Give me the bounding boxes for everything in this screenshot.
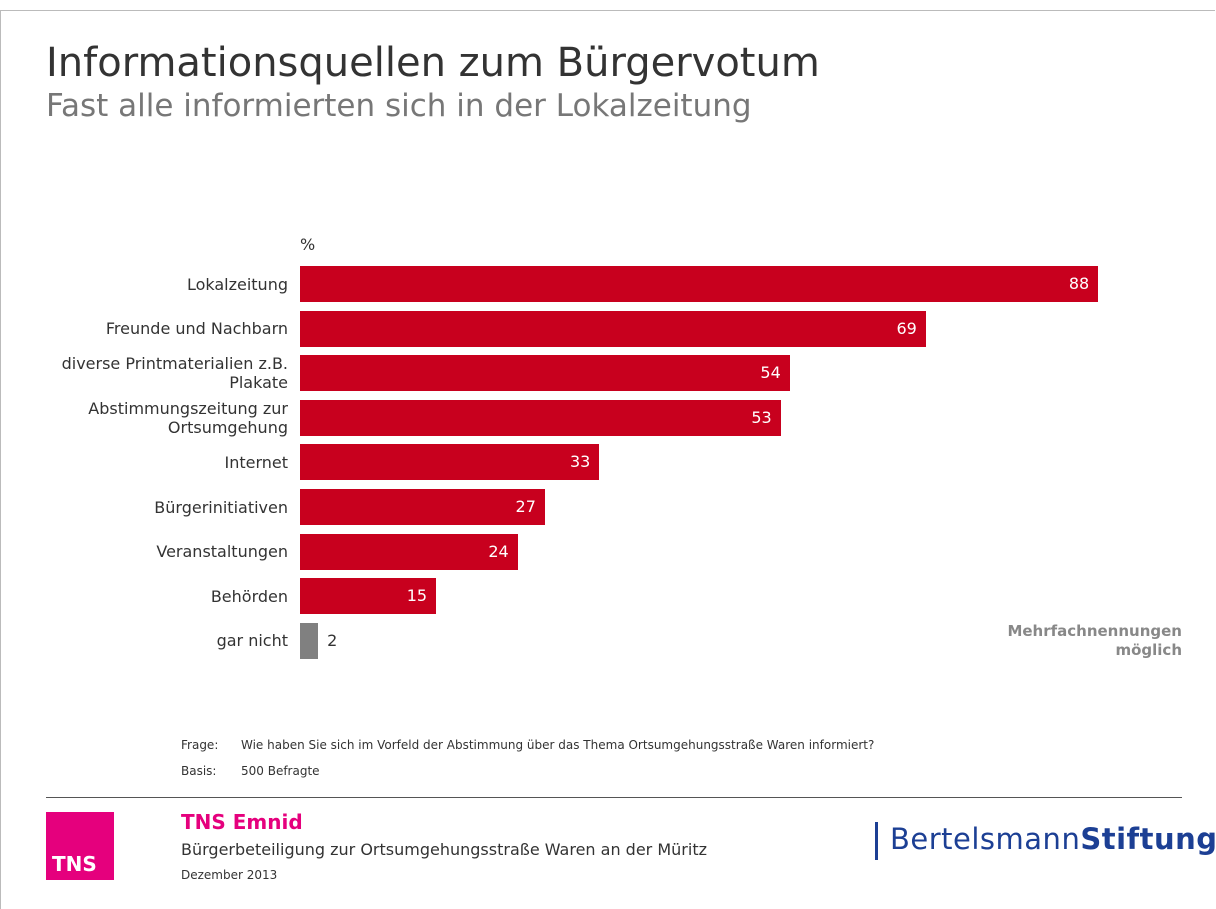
bar xyxy=(300,444,600,481)
bar xyxy=(300,578,437,615)
value-label: 53 xyxy=(751,407,772,427)
category-label: Lokalzeitung xyxy=(186,274,288,294)
value-label: 33 xyxy=(569,452,591,472)
bar xyxy=(300,266,1099,302)
category-label: gar nicht xyxy=(216,631,288,651)
frame xyxy=(0,10,1215,909)
value-label: 88 xyxy=(1068,274,1090,293)
unit-label: % xyxy=(300,235,316,254)
value-label: 24 xyxy=(488,541,509,561)
value-label: 69 xyxy=(896,318,917,338)
project: Bürgerbeteiligung zur Ortsumgehungsstraß… xyxy=(181,840,707,859)
category-label: diverse Printmaterialien z.B. Plakate xyxy=(61,354,288,393)
value-label: 2 xyxy=(327,630,338,650)
tns-logo-text: TNS xyxy=(52,852,97,876)
note: Mehrfachnennungen möglich xyxy=(1007,622,1182,659)
base-label: Basis: xyxy=(181,764,217,778)
chart-title: Informationsquellen zum Bürgervotum xyxy=(46,40,820,86)
bar xyxy=(300,355,790,392)
bar xyxy=(300,533,518,570)
category-label: Internet xyxy=(224,452,288,472)
logo-bar xyxy=(875,822,878,860)
category-label: Abstimmungszeitung zur Ortsumgehung xyxy=(88,398,288,437)
category-label: Veranstaltungen xyxy=(156,542,288,562)
category-label: Bürgerinitiativen xyxy=(154,497,288,517)
category-label: Behörden xyxy=(210,586,288,606)
value-label: 15 xyxy=(406,586,428,606)
bar xyxy=(300,399,781,436)
logo-word-1: Bertelsmann xyxy=(890,822,1081,856)
category-label: Freunde und Nachbarn xyxy=(105,319,288,339)
question: Wie haben Sie sich im Vorfeld der Abstim… xyxy=(241,738,875,752)
logo-word-2: Stiftung xyxy=(1080,822,1216,856)
chart-subtitle: Fast alle informierten sich in der Lokal… xyxy=(46,88,752,124)
value-label: 27 xyxy=(515,497,536,516)
base: 500 Befragte xyxy=(241,764,320,778)
bar xyxy=(300,489,545,525)
bar xyxy=(300,622,319,659)
tns-logo: TNS xyxy=(46,812,114,880)
bar xyxy=(300,310,926,347)
value-label: 54 xyxy=(760,363,781,383)
date: Dezember 2013 xyxy=(181,868,278,882)
bertelsmann-logo: BertelsmannStiftung xyxy=(890,822,1216,856)
brand: TNS Emnid xyxy=(181,810,303,834)
separator xyxy=(46,797,1182,798)
question-label: Frage: xyxy=(181,738,219,752)
